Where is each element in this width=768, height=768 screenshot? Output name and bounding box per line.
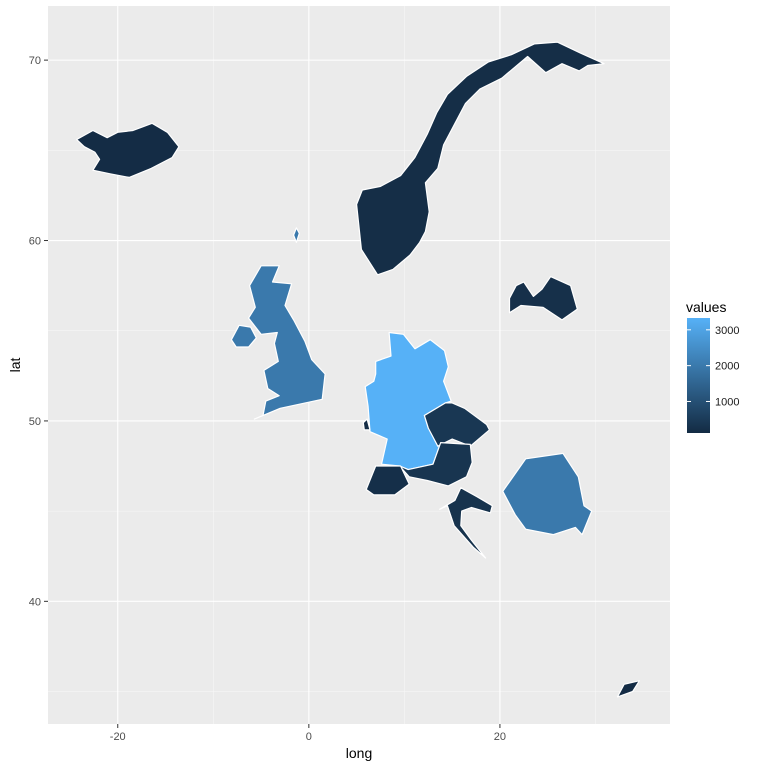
- x-axis-ticks: -20 0 20: [110, 724, 506, 743]
- legend-title: values: [686, 299, 726, 315]
- legend-breaks: 1000 2000 3000: [687, 325, 739, 408]
- legend-colorbar: [687, 318, 710, 433]
- legend-break-label: 2000: [715, 361, 739, 373]
- region-switzerland: [365, 465, 410, 496]
- region-iceland: [76, 122, 180, 178]
- region-croatia: [439, 487, 493, 559]
- y-axis-ticks: 40 50 60 70: [29, 55, 48, 608]
- region-latvia: [508, 276, 578, 321]
- region-romania: [502, 452, 593, 536]
- region-n-ireland: [230, 324, 257, 348]
- legend-break-label: 3000: [715, 325, 739, 337]
- plot-panel: [48, 6, 670, 724]
- region-luxembourg: [362, 418, 371, 431]
- y-tick-label: 40: [29, 596, 41, 608]
- y-tick-label: 60: [29, 236, 41, 248]
- x-tick-label: 20: [494, 731, 506, 743]
- region-cyprus: [616, 680, 640, 698]
- region-austria: [399, 442, 473, 487]
- x-tick-label: 0: [306, 731, 312, 743]
- legend-break-label: 1000: [715, 396, 739, 408]
- color-legend: values 1000 2000 3000: [686, 299, 739, 433]
- y-axis-title: lat: [7, 358, 23, 373]
- x-axis-title: long: [346, 745, 372, 761]
- region-shetland: [293, 227, 300, 243]
- country-regions: [76, 41, 640, 698]
- region-norway: [356, 41, 605, 276]
- y-tick-label: 50: [29, 416, 41, 428]
- x-tick-label: -20: [110, 731, 126, 743]
- y-tick-label: 70: [29, 55, 41, 67]
- region-uk: [248, 265, 326, 420]
- region-czechia: [423, 402, 490, 447]
